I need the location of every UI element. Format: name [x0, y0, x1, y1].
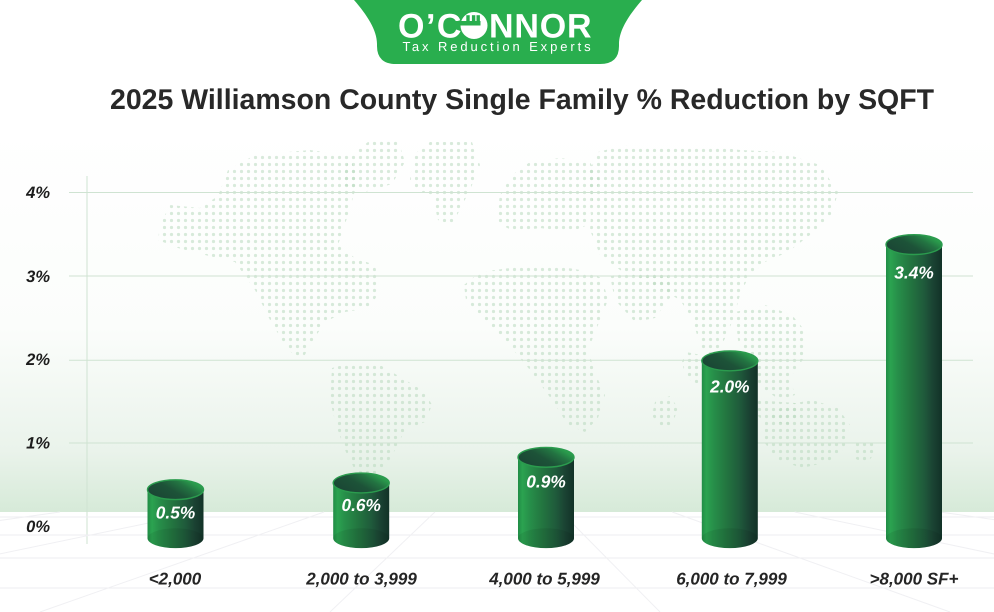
svg-text:4%: 4%	[25, 184, 50, 202]
svg-text:Tax Reduction Experts: Tax Reduction Experts	[403, 39, 594, 54]
svg-text:0%: 0%	[26, 518, 50, 536]
svg-text:NNOR: NNOR	[489, 8, 592, 46]
svg-text:2025 Williamson County Single: 2025 Williamson County Single Family % R…	[110, 84, 935, 116]
svg-text:0.6%: 0.6%	[342, 495, 381, 515]
svg-text:>8,000 SF+: >8,000 SF+	[870, 570, 959, 589]
svg-text:3%: 3%	[26, 268, 50, 286]
svg-text:0.9%: 0.9%	[526, 472, 565, 492]
svg-text:<2,000: <2,000	[149, 570, 202, 589]
svg-text:1%: 1%	[26, 435, 50, 453]
svg-text:2.0%: 2.0%	[709, 377, 749, 397]
svg-text:6,000 to 7,999: 6,000 to 7,999	[676, 570, 787, 589]
svg-text:3.4%: 3.4%	[894, 263, 933, 283]
svg-text:2,000 to 3,999: 2,000 to 3,999	[305, 570, 417, 589]
svg-text:0.5%: 0.5%	[156, 503, 195, 523]
svg-text:4,000 to 5,999: 4,000 to 5,999	[488, 570, 600, 589]
svg-text:2%: 2%	[25, 351, 50, 369]
